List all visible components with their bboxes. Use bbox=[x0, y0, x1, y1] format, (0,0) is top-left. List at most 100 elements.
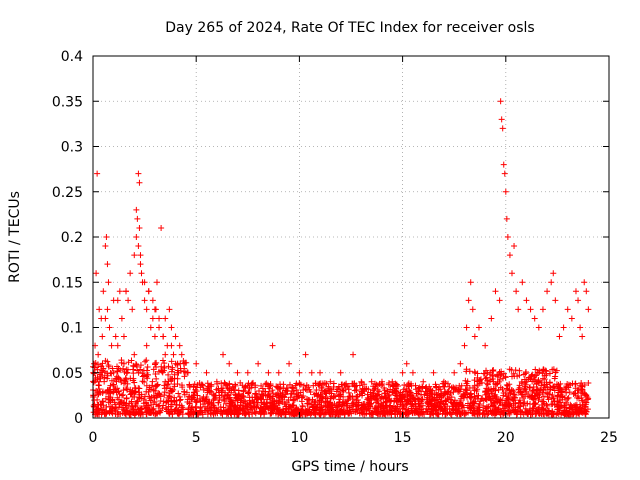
noise-point bbox=[343, 402, 350, 409]
noise-point bbox=[277, 398, 284, 405]
noise-point bbox=[516, 382, 523, 389]
noise-point bbox=[223, 408, 230, 415]
data-point bbox=[160, 333, 167, 340]
data-point bbox=[106, 324, 113, 331]
data-point bbox=[103, 234, 110, 240]
noise-point bbox=[351, 382, 358, 389]
noise-point bbox=[98, 401, 105, 408]
data-point bbox=[499, 125, 506, 132]
noise-point bbox=[286, 381, 293, 388]
data-point bbox=[519, 279, 526, 286]
noise-point bbox=[378, 394, 385, 401]
noise-point bbox=[572, 381, 579, 388]
noise-point bbox=[279, 393, 286, 400]
data-point bbox=[552, 297, 559, 304]
noise-point bbox=[106, 396, 113, 403]
noise-point bbox=[248, 380, 255, 387]
noise-point bbox=[302, 409, 309, 416]
noise-point bbox=[139, 378, 146, 385]
noise-point bbox=[312, 398, 319, 405]
noise-point bbox=[284, 385, 291, 392]
noise-point bbox=[497, 384, 504, 391]
data-point bbox=[147, 324, 154, 331]
noise-point bbox=[522, 370, 529, 377]
noise-point bbox=[232, 382, 239, 389]
noise-point bbox=[396, 396, 403, 403]
data-point bbox=[550, 270, 557, 277]
noise-point bbox=[199, 382, 206, 389]
noise-point bbox=[418, 391, 425, 398]
noise-point bbox=[150, 387, 157, 394]
noise-point bbox=[381, 387, 388, 394]
noise-point bbox=[353, 387, 360, 394]
noise-point bbox=[428, 407, 435, 414]
noise-point bbox=[487, 371, 494, 378]
noise-point bbox=[193, 399, 200, 406]
noise-point bbox=[530, 405, 537, 412]
noise-point bbox=[104, 358, 111, 365]
noise-point bbox=[118, 379, 125, 386]
noise-point bbox=[152, 360, 159, 367]
data-point bbox=[482, 342, 489, 349]
noise-point bbox=[142, 399, 149, 406]
noise-point bbox=[145, 388, 152, 395]
noise-point bbox=[93, 364, 100, 371]
noise-point bbox=[458, 393, 465, 400]
noise-point bbox=[486, 393, 493, 400]
noise-point bbox=[380, 407, 387, 414]
noise-point bbox=[517, 407, 524, 414]
noise-point bbox=[319, 406, 326, 413]
noise-point bbox=[251, 404, 258, 411]
noise-point bbox=[153, 383, 160, 390]
noise-point bbox=[231, 407, 238, 414]
noise-point bbox=[539, 370, 546, 377]
data-point bbox=[403, 360, 410, 367]
data-point bbox=[581, 279, 588, 286]
data-point bbox=[350, 351, 357, 358]
noise-point bbox=[142, 358, 149, 365]
data-point bbox=[105, 279, 112, 286]
noise-point bbox=[334, 411, 341, 418]
noise-point bbox=[344, 397, 351, 404]
data-point bbox=[556, 333, 563, 340]
noise-point bbox=[508, 402, 515, 409]
noise-point bbox=[161, 382, 168, 389]
y-tick-label: 0.2 bbox=[61, 230, 83, 246]
noise-point bbox=[476, 404, 483, 411]
noise-point bbox=[132, 385, 139, 392]
noise-point bbox=[146, 409, 153, 416]
data-point bbox=[275, 369, 282, 376]
noise-point bbox=[307, 388, 314, 395]
noise-point bbox=[526, 384, 533, 391]
data-point bbox=[467, 279, 474, 286]
noise-point bbox=[174, 369, 181, 376]
noise-point bbox=[282, 409, 289, 416]
noise-point bbox=[116, 400, 123, 407]
noise-point bbox=[474, 374, 481, 381]
noise-point bbox=[378, 400, 385, 407]
noise-point bbox=[116, 404, 123, 411]
y-tick-label: 0 bbox=[74, 411, 83, 427]
data-point bbox=[138, 270, 145, 277]
noise-point bbox=[229, 399, 236, 406]
noise-point bbox=[556, 407, 563, 414]
noise-point bbox=[104, 372, 111, 379]
noise-point bbox=[385, 393, 392, 400]
noise-point bbox=[518, 391, 525, 398]
noise-point bbox=[327, 399, 334, 406]
noise-point bbox=[171, 398, 178, 405]
noise-point bbox=[165, 363, 172, 370]
noise-point bbox=[405, 409, 412, 416]
noise-point bbox=[226, 385, 233, 392]
noise-point bbox=[176, 393, 183, 400]
noise-point bbox=[510, 388, 517, 395]
noise-point bbox=[168, 368, 175, 375]
noise-point bbox=[173, 401, 180, 408]
noise-point bbox=[226, 380, 233, 387]
noise-point bbox=[585, 395, 592, 402]
y-tick-label: 0.1 bbox=[61, 321, 83, 337]
noise-point bbox=[492, 405, 499, 412]
noise-point bbox=[578, 383, 585, 390]
noise-point bbox=[90, 402, 97, 409]
data-point bbox=[511, 243, 518, 250]
